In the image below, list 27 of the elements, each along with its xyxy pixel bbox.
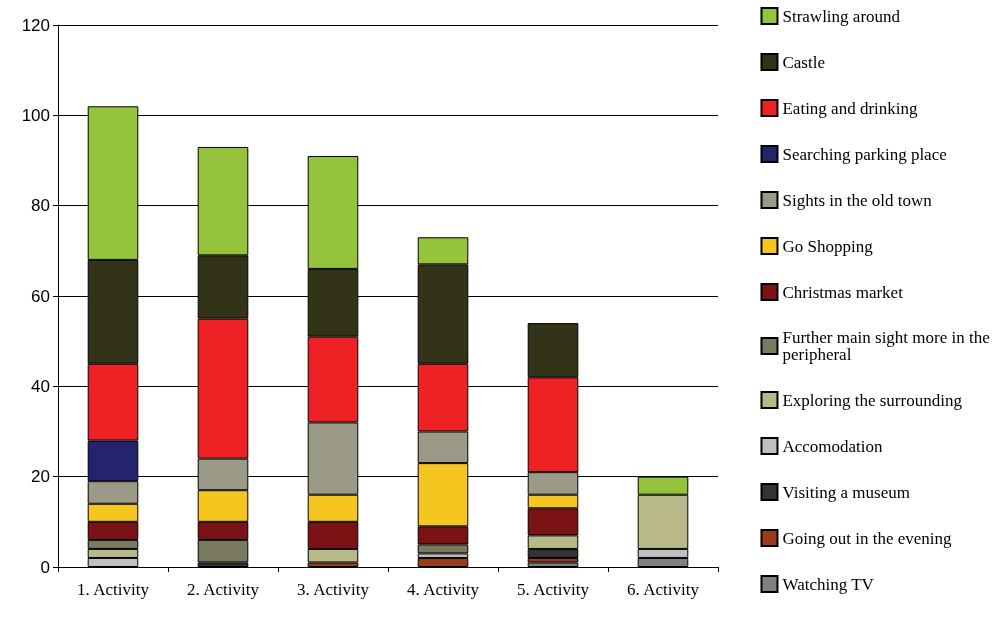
- legend-label: Accomodation: [782, 436, 884, 456]
- y-tick-label: 80: [31, 196, 50, 216]
- legend-label: Searching parking place: [782, 144, 947, 164]
- legend-label: Go Shopping: [782, 236, 874, 256]
- y-tick-label: 0: [40, 557, 50, 577]
- legend-label: Strawling around: [782, 6, 901, 26]
- y-tick-label: 60: [31, 286, 50, 306]
- legend-label: Visiting a museum: [782, 482, 910, 502]
- legend-label: Castle: [782, 52, 825, 72]
- legend-label: Going out in the evening: [782, 528, 953, 548]
- legend-label: Christmas market: [782, 282, 904, 302]
- bar: [417, 557, 469, 567]
- x-tick-label: 1. Activity: [77, 580, 150, 599]
- y-tick-label: 120: [21, 15, 50, 35]
- y-tick-label: 40: [31, 376, 50, 396]
- x-tick-label: 4. Activity: [407, 580, 480, 599]
- x-tick-label: 2. Activity: [187, 580, 260, 599]
- legend-label: Eating and drinking: [782, 98, 919, 118]
- legend-label: Further main sight more in the peripheral: [782, 328, 995, 364]
- x-tick-label: 5. Activity: [517, 580, 590, 599]
- legend-label: Exploring the surrounding: [782, 390, 963, 410]
- legend-label: Sights in the old town: [782, 190, 933, 210]
- legend-label: Watching TV: [782, 574, 875, 594]
- x-tick-label: 6. Activity: [627, 580, 700, 599]
- y-tick-label: 20: [31, 467, 50, 487]
- x-tick-label: 3. Activity: [297, 580, 370, 599]
- y-tick-label: 100: [21, 105, 50, 125]
